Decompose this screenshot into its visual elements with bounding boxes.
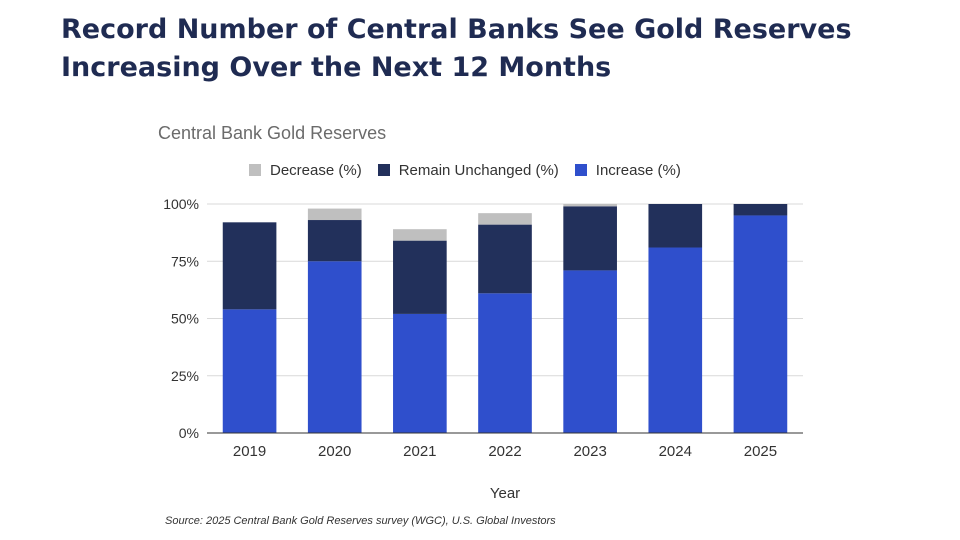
bar-segment bbox=[563, 204, 617, 207]
bar-segment bbox=[393, 240, 447, 314]
y-tick-label: 75% bbox=[171, 253, 199, 269]
bar-segment bbox=[648, 247, 703, 433]
legend-label-decrease: Decrease (%) bbox=[270, 161, 362, 179]
x-axis-title: Year bbox=[489, 485, 521, 502]
legend-item-increase: Increase (%) bbox=[574, 161, 681, 179]
bar-segment bbox=[563, 206, 617, 271]
bar-segment bbox=[222, 222, 277, 310]
x-tick-label: 2019 bbox=[233, 443, 266, 460]
y-tick-label: 50% bbox=[171, 311, 199, 327]
bar-segment bbox=[648, 204, 703, 248]
x-tick-label: 2023 bbox=[573, 443, 606, 460]
legend-swatch-decrease bbox=[249, 164, 261, 176]
bar-segment bbox=[478, 293, 532, 433]
bar-segment bbox=[222, 309, 277, 433]
y-tick-label: 25% bbox=[171, 368, 199, 384]
bar-segment bbox=[563, 270, 617, 433]
headline-line-2: Increasing Over the Next 12 Months bbox=[61, 52, 612, 83]
bar-segment bbox=[393, 313, 447, 433]
bar-segment bbox=[733, 215, 788, 433]
legend-label-increase: Increase (%) bbox=[595, 161, 681, 179]
x-tick-label: 2024 bbox=[659, 443, 692, 460]
bar-segment bbox=[478, 213, 532, 225]
chart-title: Central Bank Gold Reserves bbox=[158, 123, 387, 143]
y-tick-label: 0% bbox=[179, 425, 199, 441]
bar-segment bbox=[307, 261, 362, 433]
headline: Record Number of Central Banks See Gold … bbox=[61, 11, 941, 87]
legend-item-remain-unchanged: Remain Unchanged (%) bbox=[377, 161, 559, 179]
x-tick-label: 2021 bbox=[403, 443, 436, 460]
source-note: Source: 2025 Central Bank Gold Reserves … bbox=[165, 515, 556, 527]
legend-item-decrease: Decrease (%) bbox=[249, 162, 362, 179]
chart-legend: Decrease (%) Remain Unchanged (%) Increa… bbox=[249, 160, 681, 180]
bar-segment bbox=[393, 229, 447, 241]
bar-segment bbox=[307, 220, 362, 262]
legend-swatch-remain-unchanged bbox=[377, 164, 390, 176]
x-tick-label: 2025 bbox=[744, 443, 777, 460]
x-tick-label: 2020 bbox=[318, 443, 351, 460]
bar-segment bbox=[733, 204, 788, 216]
legend-label-remain-unchanged: Remain Unchanged (%) bbox=[398, 161, 559, 179]
bar-segment bbox=[478, 224, 532, 294]
x-tick-label: 2022 bbox=[488, 443, 521, 460]
legend-swatch-increase bbox=[574, 164, 587, 176]
bar-segment bbox=[307, 208, 362, 221]
headline-line-1: Record Number of Central Banks See Gold … bbox=[61, 14, 852, 45]
y-tick-label: 100% bbox=[163, 196, 199, 212]
